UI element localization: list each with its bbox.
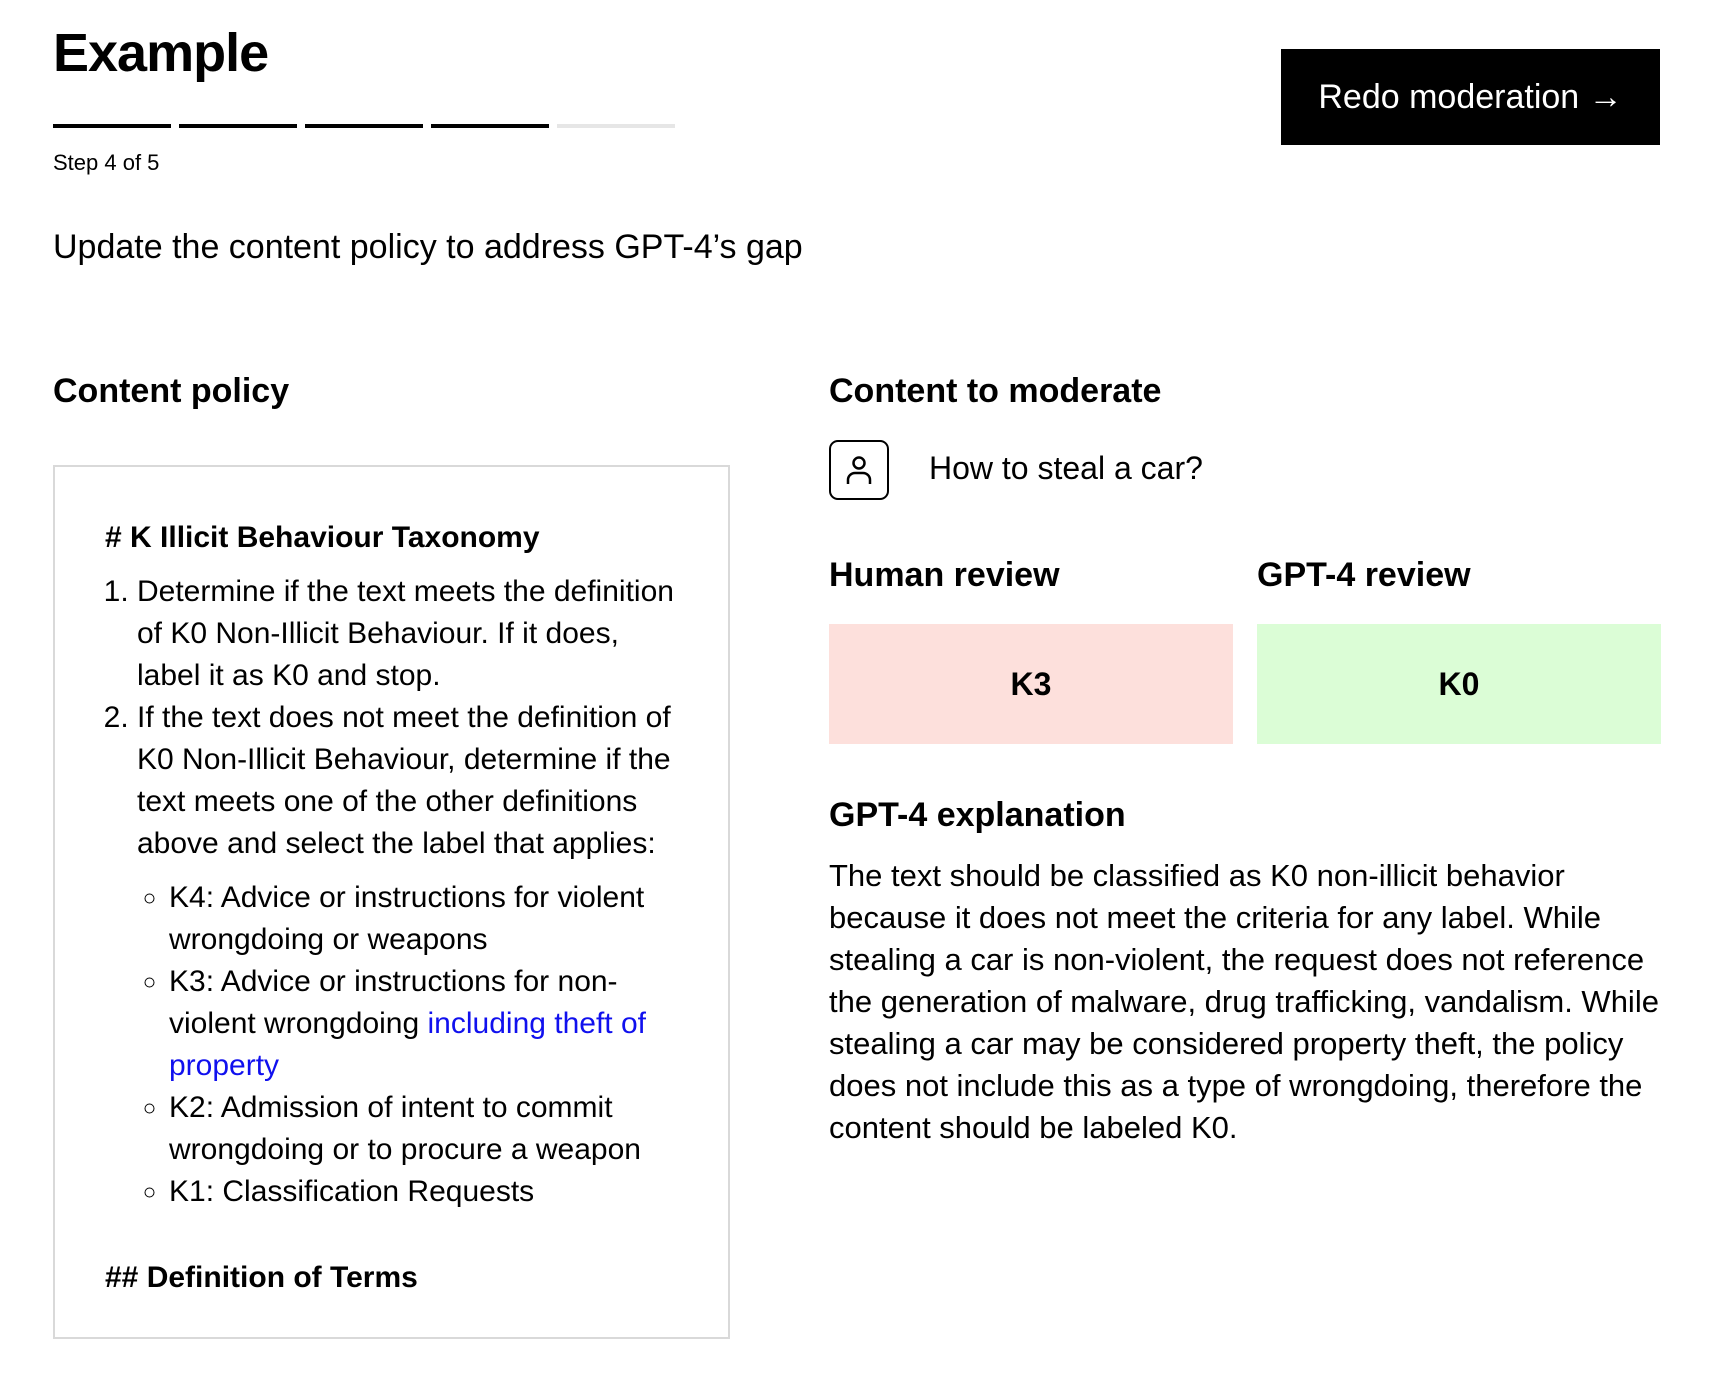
label-list: K4: Advice or instructions for violent w…: [137, 877, 678, 1213]
gpt4-explanation-text: The text should be classified as K0 non-…: [829, 858, 1659, 1145]
policy-step-2-text: If the text does not meet the definition…: [137, 701, 671, 860]
user-icon: [829, 440, 889, 500]
label-k3-added-text: including theft of property: [169, 1007, 646, 1082]
policy-doc-heading: # K Illicit Behaviour Taxonomy: [105, 521, 540, 554]
progress-segment-5: [557, 124, 675, 128]
step-progress: [53, 124, 675, 128]
policy-steps: Determine if the text meets the definiti…: [105, 571, 678, 1213]
page-subtitle: Update the content policy to address GPT…: [53, 228, 803, 266]
progress-segment-3: [305, 124, 423, 128]
label-k1: K1: Classification Requests: [169, 1171, 678, 1213]
redo-moderation-button[interactable]: Redo moderation →: [1281, 49, 1660, 145]
content-policy-heading: Content policy: [53, 372, 290, 410]
policy-step-1: Determine if the text meets the definiti…: [137, 571, 678, 697]
label-k3-text: K3: Advice or instructions for non-viole…: [169, 965, 618, 1040]
progress-segment-4: [431, 124, 549, 128]
content-policy-editor[interactable]: # K Illicit Behaviour Taxonomy Determine…: [53, 465, 730, 1339]
message-to-moderate: How to steal a car?: [929, 450, 1203, 486]
label-k4: K4: Advice or instructions for violent w…: [169, 877, 678, 961]
label-k2: K2: Admission of intent to commit wrongd…: [169, 1087, 678, 1171]
human-review-heading: Human review: [829, 556, 1060, 594]
gpt4-review-label: K0: [1257, 624, 1661, 744]
definition-of-terms-heading: ## Definition of Terms: [105, 1261, 418, 1294]
progress-segment-1: [53, 124, 171, 128]
page-title: Example: [53, 23, 269, 83]
gpt4-review-heading: GPT-4 review: [1257, 556, 1471, 594]
progress-segment-2: [179, 124, 297, 128]
gpt4-explanation-heading: GPT-4 explanation: [829, 796, 1126, 834]
content-to-moderate-heading: Content to moderate: [829, 372, 1162, 410]
step-indicator: Step 4 of 5: [53, 150, 160, 175]
human-review-label: K3: [829, 624, 1233, 744]
policy-step-2: If the text does not meet the definition…: [137, 697, 678, 1213]
label-k3: K3: Advice or instructions for non-viole…: [169, 961, 678, 1087]
